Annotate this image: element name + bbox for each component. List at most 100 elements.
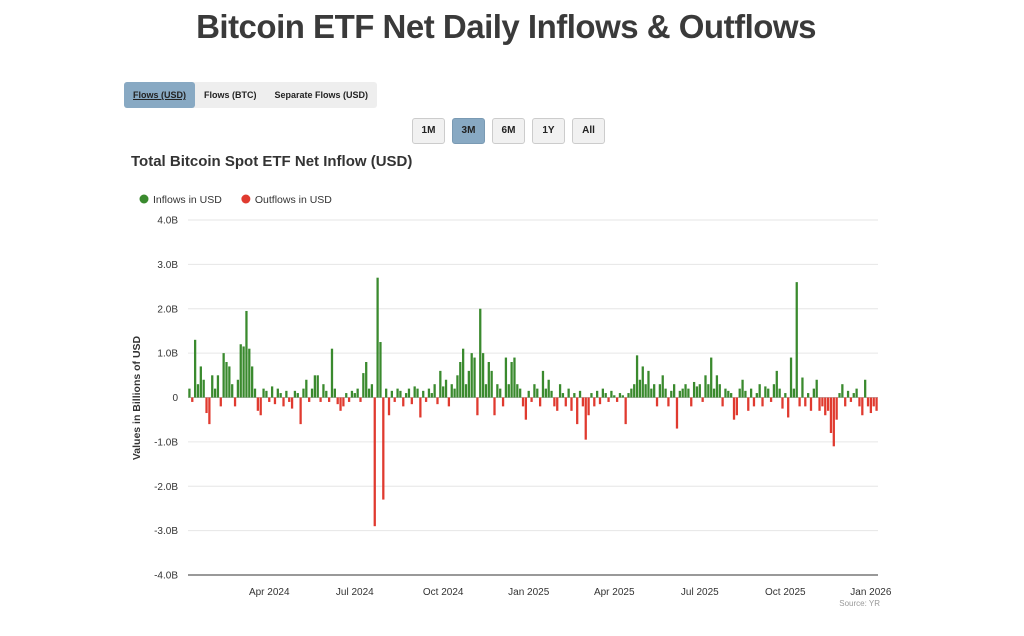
bar [282,397,285,407]
bar [390,390,394,398]
bar [675,397,679,429]
bar [496,384,499,398]
bar [444,379,448,398]
bar [442,386,445,398]
bar [433,384,436,398]
x-tick-label: Apr 2025 [594,587,635,598]
bar [350,390,354,398]
bar [208,397,211,425]
bar [242,346,245,398]
bar [650,388,653,398]
bar [501,397,505,407]
bar [219,397,222,407]
bar [270,386,274,398]
bar [493,397,496,416]
bar [718,384,721,398]
tab[interactable]: Flows (BTC) [204,90,257,100]
range-button[interactable]: 1M [412,118,445,144]
tab[interactable]: Flows (USD) [124,82,195,108]
bar [792,388,796,398]
bar [322,384,325,398]
bar [470,353,473,398]
x-tick-label: Jul 2025 [681,587,719,598]
bar [536,388,539,398]
bar [293,390,297,398]
bar [424,397,428,402]
bar [564,397,567,407]
bar [764,386,767,398]
range-selector: 1M 3M 6M 1Y All [412,118,605,144]
bar [359,397,362,402]
bar [735,397,739,416]
bar [273,397,277,405]
bar [615,397,619,402]
x-tick-label: Jul 2024 [336,587,374,598]
bar [738,388,741,398]
bar [231,384,234,398]
bar [256,397,259,411]
bar [872,397,875,407]
x-tick-label: Oct 2025 [765,587,806,598]
bar [861,397,864,416]
bar [205,397,208,414]
bar [251,366,254,398]
bar [430,393,433,398]
bar [561,393,565,398]
bar [710,357,713,398]
bar [701,397,704,402]
bar [744,390,747,398]
bar [730,393,733,398]
bar [476,397,479,416]
range-button[interactable]: 6M [492,118,525,144]
bar [624,397,627,425]
bar [849,397,853,402]
tab[interactable]: Separate Flows (USD) [274,90,369,100]
bar [838,393,841,398]
bar [296,393,299,398]
bar [864,379,867,398]
x-tick-label: Apr 2024 [249,587,290,598]
bar [741,379,744,398]
y-tick-label: 3.0B [157,260,178,271]
y-tick-label: 0 [172,393,178,404]
bar [393,397,396,402]
bar [732,397,736,420]
bar [807,393,810,398]
bar [353,393,356,398]
bar [769,397,773,402]
bar [587,397,590,416]
bar [787,397,790,418]
range-button[interactable]: All [572,118,605,144]
range-button[interactable]: 3M [452,118,485,144]
bar [784,393,787,398]
bar [846,390,850,398]
bar [225,362,228,398]
bar [385,388,388,398]
bar [396,388,399,398]
bar [510,362,513,398]
bar [419,397,422,418]
bar [399,390,402,398]
bar [590,393,593,398]
bar [667,397,670,407]
bar [285,390,288,398]
y-tick-label: 1.0B [157,349,178,360]
bar [325,390,328,398]
bar [775,370,778,398]
bar [464,384,468,398]
bar [290,397,294,409]
range-button[interactable]: 1Y [532,118,565,144]
bar [473,357,476,398]
bar [707,384,710,398]
x-tick-label: Oct 2024 [423,587,464,598]
bar [866,397,870,407]
bar [567,388,570,398]
bar [681,388,684,398]
bar [467,370,470,398]
bar [533,384,536,398]
bar [724,388,727,398]
bar [365,362,368,398]
bar [373,397,376,527]
bar [553,397,556,407]
bar [521,397,525,407]
